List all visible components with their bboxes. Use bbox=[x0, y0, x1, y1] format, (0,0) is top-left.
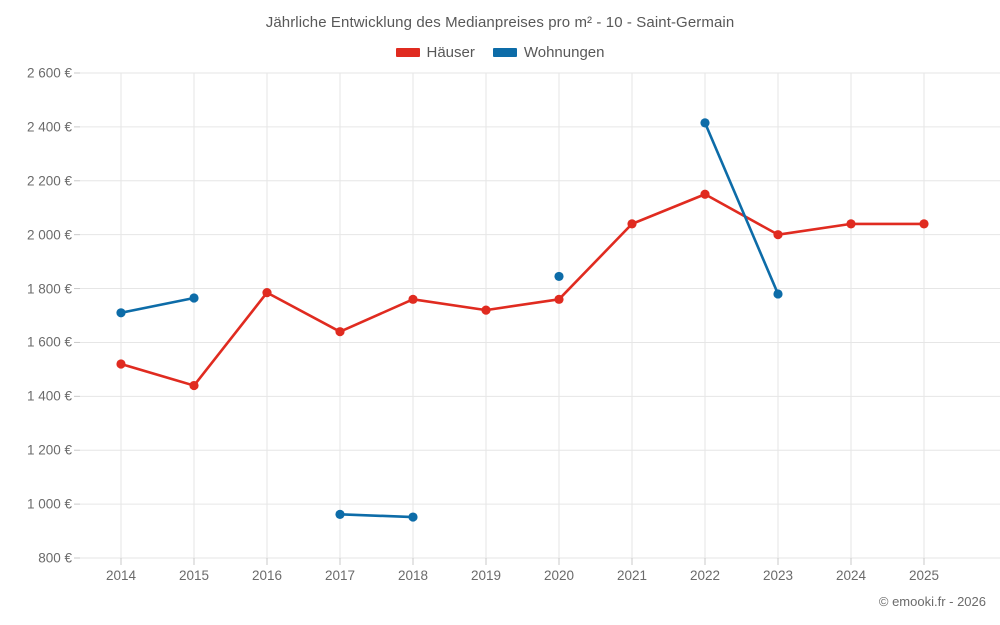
data-point[interactable] bbox=[554, 294, 564, 304]
data-line bbox=[338, 513, 415, 519]
data-line bbox=[119, 296, 196, 315]
y-axis-tick-label: 2 600 € bbox=[26, 65, 72, 81]
data-point[interactable] bbox=[408, 512, 418, 522]
legend-label-hauser: Häuser bbox=[426, 44, 475, 61]
data-point[interactable] bbox=[846, 219, 856, 229]
legend-item-wohnungen[interactable]: Wohnungen bbox=[492, 44, 605, 61]
data-point[interactable] bbox=[116, 308, 126, 318]
data-point[interactable] bbox=[189, 380, 199, 391]
data-point[interactable] bbox=[116, 359, 126, 369]
x-axis-tick-label: 2018 bbox=[397, 568, 429, 583]
copyright-credit: © emooki.fr - 2026 bbox=[878, 594, 986, 609]
y-axis-tick-label: 1 200 € bbox=[26, 442, 72, 458]
legend-color-swatch-wohnungen bbox=[492, 48, 517, 57]
data-line bbox=[703, 121, 780, 296]
y-axis-tick-label: 2 000 € bbox=[26, 227, 72, 243]
x-axis-tick-label: 2023 bbox=[762, 568, 794, 583]
y-axis-tick-label: 800 € bbox=[38, 550, 72, 566]
y-axis-tick-label: 1 600 € bbox=[26, 334, 72, 350]
data-point[interactable] bbox=[335, 509, 345, 519]
series-wohnungen bbox=[116, 118, 783, 522]
data-point[interactable] bbox=[335, 327, 345, 337]
data-point[interactable] bbox=[700, 118, 710, 128]
x-axis-tick-label: 2024 bbox=[835, 568, 867, 583]
x-axis-tick-label: 2020 bbox=[543, 568, 575, 583]
data-point[interactable] bbox=[919, 219, 929, 229]
data-point[interactable] bbox=[627, 219, 637, 229]
data-line bbox=[119, 192, 926, 387]
x-axis-tick-label: 2016 bbox=[251, 568, 283, 583]
legend-color-swatch-hauser bbox=[395, 48, 420, 57]
y-axis-tick-label: 2 400 € bbox=[26, 119, 72, 135]
chart-title: Jährliche Entwicklung des Medianpreises … bbox=[265, 14, 735, 31]
x-axis-tick-label: 2025 bbox=[908, 568, 940, 583]
chart-legend: Häuser Wohnungen bbox=[0, 44, 1000, 61]
data-point[interactable] bbox=[700, 189, 710, 199]
data-point[interactable] bbox=[554, 271, 564, 282]
x-axis-tick-label: 2022 bbox=[689, 568, 721, 583]
data-point[interactable] bbox=[773, 230, 783, 240]
x-axis-tick-label: 2021 bbox=[616, 568, 648, 583]
data-point[interactable] bbox=[773, 289, 783, 299]
x-axis-tick-label: 2015 bbox=[178, 568, 210, 583]
x-axis-tick-label: 2017 bbox=[324, 568, 356, 583]
x-axis-tick-label: 2014 bbox=[105, 568, 137, 583]
data-point[interactable] bbox=[408, 294, 418, 304]
legend-label-wohnungen: Wohnungen bbox=[523, 44, 605, 61]
data-point[interactable] bbox=[189, 293, 199, 303]
data-point[interactable] bbox=[481, 305, 491, 315]
y-axis-tick-label: 1 000 € bbox=[26, 496, 72, 512]
y-axis-labels: 2 600 € 2 400 € 2 200 € 2 000 € 1 800 € 1 600… bbox=[0, 0, 72, 625]
x-axis-tick-label: 2019 bbox=[470, 568, 502, 583]
y-axis-tick-label: 1 800 € bbox=[26, 281, 72, 297]
y-axis-tick-label: 1 400 € bbox=[26, 388, 72, 404]
series-häuser bbox=[116, 189, 929, 391]
y-axis-tick-label: 2 200 € bbox=[26, 173, 72, 189]
data-point[interactable] bbox=[262, 287, 272, 298]
legend-item-hauser[interactable]: Häuser bbox=[395, 44, 475, 61]
